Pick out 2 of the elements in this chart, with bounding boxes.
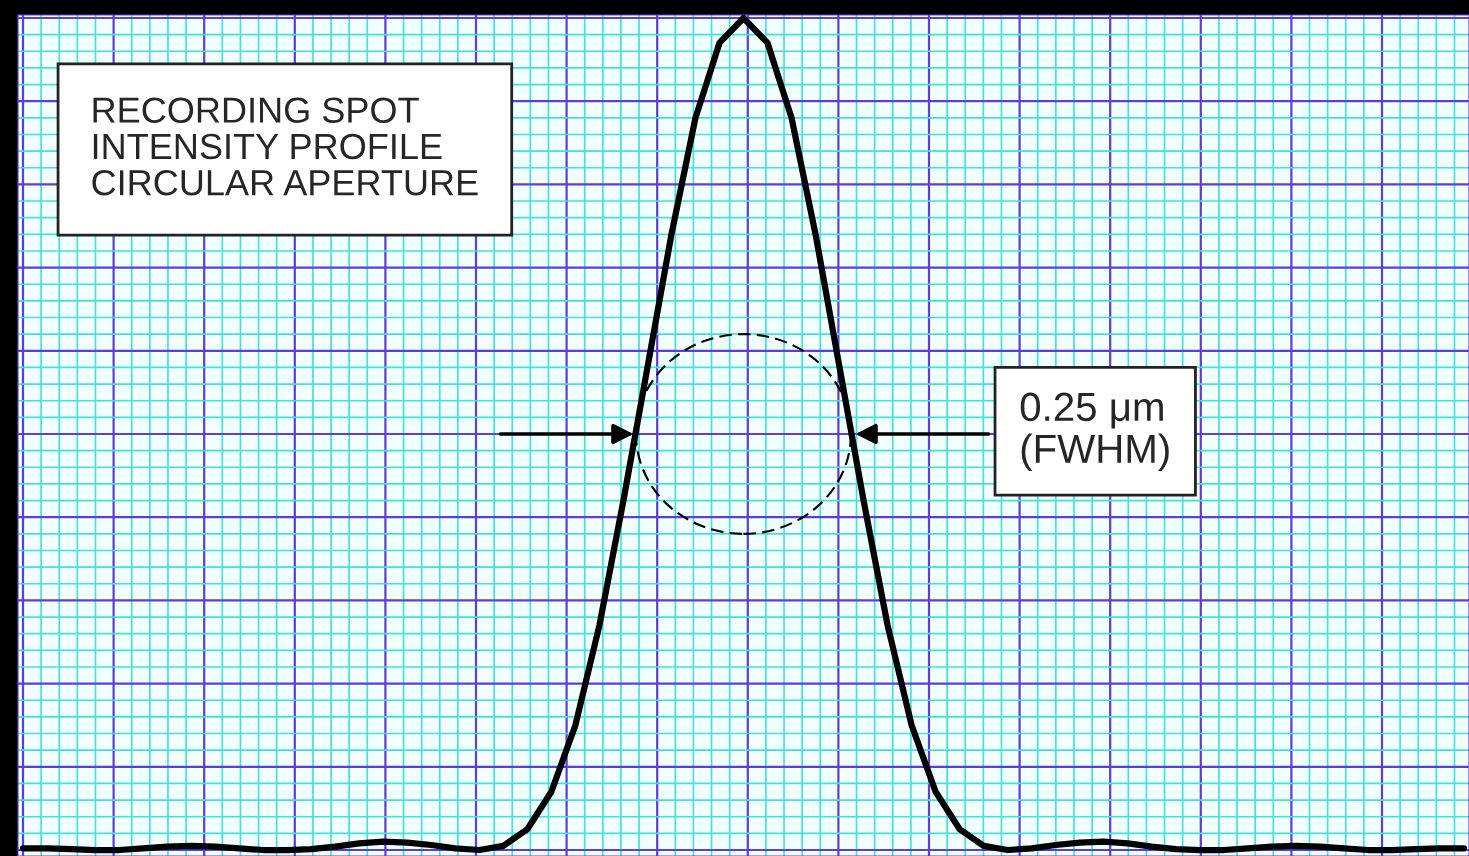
annotation: RECORDING SPOT INTENSITY PROFILE CIRCULAR APERTURE xyxy=(92,97,478,196)
annotation: 0.25 μm (FWHM) xyxy=(1020,392,1169,472)
